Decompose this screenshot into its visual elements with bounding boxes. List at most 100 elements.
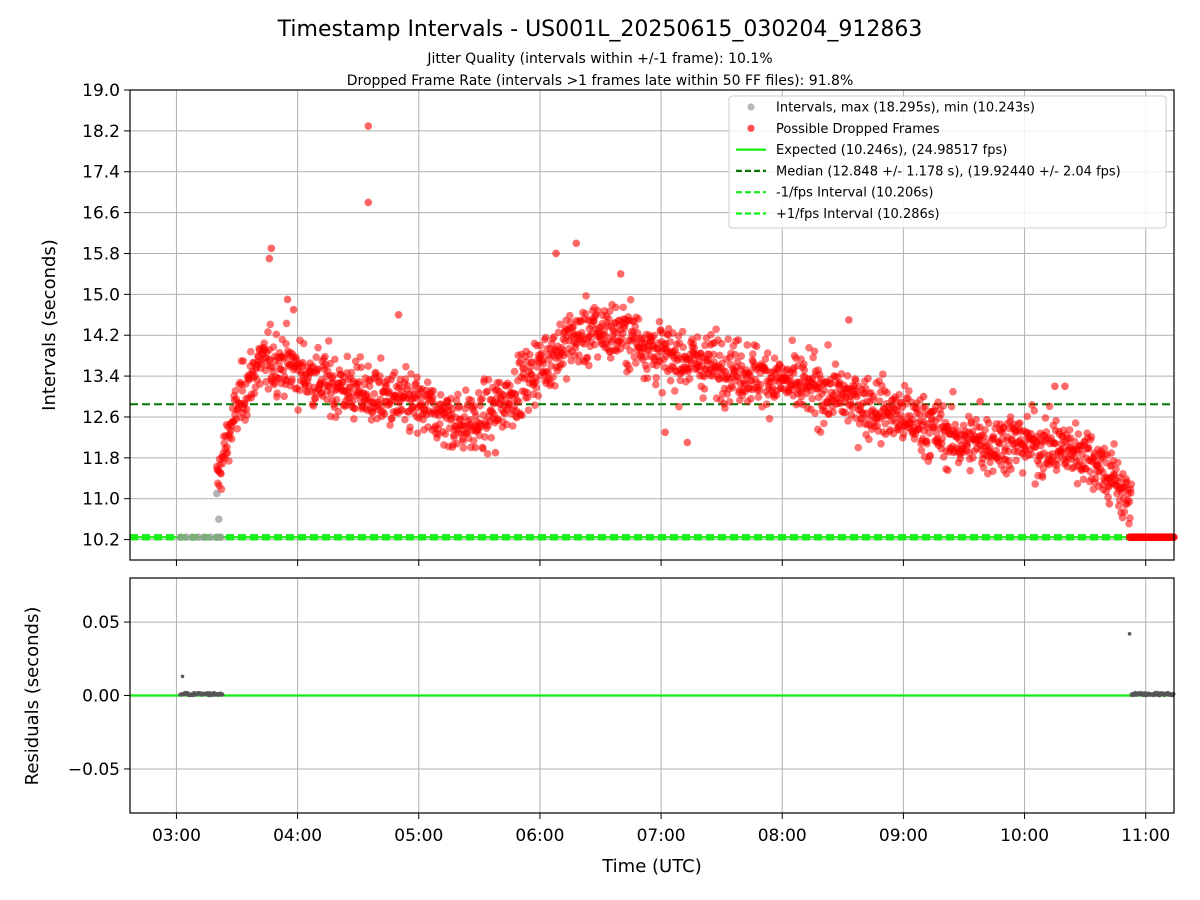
dropped-frame-point [242,405,251,413]
dropped-frame-point [591,340,599,349]
dropped-frame-point [531,401,539,410]
dropped-frame-point [223,443,231,451]
dropped-frame-point [630,353,639,361]
residuals-x-tick-label: 10:00 [1000,826,1049,846]
chart-title: Timestamp Intervals - US001L_20250615_03… [277,17,923,42]
dropped-frame-point [518,411,526,420]
dropped-frame-point [752,342,761,351]
dropped-frame-point [423,378,432,386]
dropped-frame-point [900,381,909,390]
dropped-frame-point [1051,382,1059,391]
dropped-frame-point [332,395,341,404]
dropped-frame-point [227,435,236,443]
dropped-frame-point [459,437,467,445]
dropped-frame-point [1125,497,1134,506]
intervals-y-tick-label: 14.2 [82,326,120,346]
dropped-frame-point [552,249,560,258]
residuals-y-axis-label: Residuals (seconds) [22,607,43,786]
dropped-frame-point [1027,450,1036,459]
dropped-frame-point [536,341,544,350]
dropped-frame-point [1100,444,1109,453]
dropped-frame-point [1065,426,1074,434]
dropped-frame-point [484,375,493,384]
dropped-frame-point [755,386,764,395]
residuals-x-tick-label: 09:00 [879,826,928,846]
dropped-frame-point [881,419,889,428]
dropped-frame-point [265,254,274,263]
residuals-x-tick-label: 11:00 [1121,826,1170,846]
dropped-frame-point [956,454,965,463]
dropped-frame-point [413,373,421,382]
dropped-frame-point [616,345,625,353]
dropped-frame-point [1018,469,1027,477]
dropped-frame-point [1012,456,1020,465]
dropped-frame-point [837,370,846,378]
intervals-ticks: 10.2 11.0 11.8 12.6 13.4 14.2 15.0 15.8 16.6 17.4… [82,81,1147,566]
interval-point [206,533,215,542]
dropped-frame-point [734,336,743,344]
dropped-frame-point [267,244,276,253]
dropped-frame-point [634,315,643,323]
interval-point [188,533,197,542]
residuals-plot-frame [129,577,1175,814]
dropped-frame-point [350,404,359,413]
dropped-frame-point [364,122,373,130]
dropped-frame-point [925,429,934,437]
dropped-frame-point [282,319,291,328]
dropped-frame-point [272,330,281,339]
dropped-frame-point [683,438,692,447]
legend-entry-label: Expected (10.246s), (24.98517 fps) [776,143,1007,158]
dropped-frame-point [459,444,468,452]
dropped-frame-point [1079,475,1088,484]
dropped-frame-point [643,374,652,382]
dropped-frame-point [631,359,640,367]
dropped-frame-point [289,305,298,314]
dropped-frame-point [562,375,571,383]
dropped-frame-point [448,404,457,413]
dropped-frame-point [294,406,302,414]
dropped-frame-point [949,387,957,396]
dropped-frame-point [661,428,669,437]
dropped-frame-point [853,390,862,399]
dropped-frame-point [816,428,825,436]
dropped-frame-point [809,353,817,362]
dropped-frame-point [1061,382,1069,391]
dropped-frame-point [851,414,860,422]
dropped-frame-point [626,346,634,355]
dropped-frame-point [309,402,318,410]
dropped-frame-point [243,411,251,419]
dropped-frame-point [669,329,677,337]
dropped-frame-point [879,370,887,379]
dropped-frame-point [678,327,687,336]
dropped-frame-point [526,350,534,359]
dropped-frame-point [658,389,667,397]
dropped-frame-point [895,390,903,399]
dropped-frame-point [861,384,870,392]
dropped-frame-point [926,451,935,460]
interval-point [194,533,203,542]
dropped-frame-point [524,406,533,414]
dropped-frame-point [532,377,540,386]
dropped-frame-point [724,335,732,343]
residuals-x-tick-label: 08:00 [758,826,807,846]
dropped-frame-point [969,454,977,462]
dropped-frame-point [616,270,625,278]
dropped-frame-point [883,389,891,397]
dropped-frame-point [1002,470,1011,478]
dropped-frame-point [429,393,437,402]
dropped-frame-point [436,390,445,399]
legend-marker [747,103,755,111]
dropped-frame-point [852,376,860,385]
dropped-frame-point [606,354,615,362]
dropped-frame-point [728,384,737,392]
dropped-frame-point [403,381,412,390]
dropped-frame-point [1125,519,1133,528]
dropped-frame-point [406,423,414,432]
dropped-frame-point [402,362,410,371]
dropped-frame-point [712,325,720,334]
residuals-ticks: −0.05 0.00 0.05 03:00 04:00 05:00 06:00 07:00 08… [68,613,1170,846]
dropped-frame-point [593,353,602,361]
dropped-frame-point [338,378,347,387]
dropped-frame-point [407,370,415,378]
dropped-frame-point [380,410,389,418]
